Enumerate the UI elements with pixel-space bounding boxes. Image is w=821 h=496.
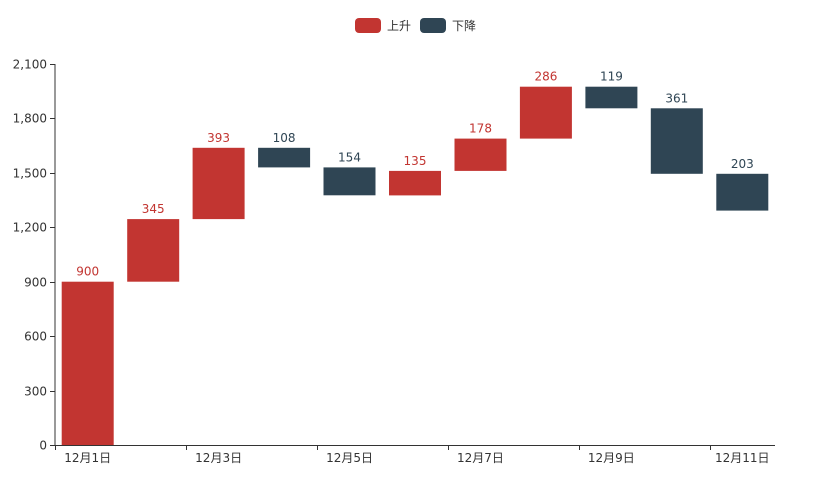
y-axis: 0 300 600 900 1,200 1,500 1,800 2,100 (13, 58, 56, 453)
y-tick-label: 1,800 (13, 112, 47, 126)
data-label: 203 (731, 157, 754, 171)
bar-down[interactable] (650, 108, 703, 174)
y-tick-label: 1,500 (13, 167, 47, 181)
y-tick-label: 2,100 (13, 58, 47, 72)
y-tick-label: 1,200 (13, 221, 47, 235)
bar-up[interactable] (127, 219, 180, 282)
legend-swatch-down (420, 18, 446, 33)
bar-up[interactable] (192, 147, 245, 220)
legend-item-down[interactable]: 下降 (420, 18, 476, 33)
data-labels: 900 345 393 108 154 135 178 286 119 361 203 (76, 70, 754, 279)
legend[interactable]: 上升 下降 (355, 18, 476, 33)
data-label: 345 (142, 202, 165, 216)
y-tick-label: 900 (24, 276, 47, 290)
bar-down[interactable] (258, 147, 311, 168)
legend-item-up[interactable]: 上升 (355, 18, 411, 33)
bar-down[interactable] (716, 173, 769, 211)
bar-up[interactable] (61, 281, 114, 445)
data-label: 393 (207, 131, 230, 145)
data-label: 108 (273, 131, 296, 145)
y-tick-label: 300 (24, 385, 47, 399)
x-tick-label: 12月1日 (64, 451, 111, 465)
x-tick-label: 12月5日 (326, 451, 373, 465)
data-label: 178 (469, 122, 492, 136)
legend-swatch-up (355, 18, 381, 33)
legend-label-down: 下降 (452, 19, 476, 33)
data-label: 361 (665, 91, 688, 105)
data-label: 900 (76, 265, 99, 279)
bar-up[interactable] (519, 86, 572, 139)
bar-up[interactable] (454, 138, 507, 171)
data-label: 286 (534, 70, 557, 84)
y-tick-label: 600 (24, 330, 47, 344)
legend-label-up: 上升 (387, 19, 411, 33)
data-label: 135 (404, 154, 427, 168)
x-tick-label: 12月3日 (195, 451, 242, 465)
bar-up[interactable] (389, 170, 441, 196)
data-label: 154 (338, 150, 361, 164)
bar-down[interactable] (323, 167, 376, 196)
x-tick-label: 12月11日 (715, 451, 770, 465)
y-tick-label: 0 (39, 439, 47, 453)
data-label: 119 (600, 70, 623, 84)
bars (61, 86, 769, 445)
bar-down[interactable] (585, 86, 638, 109)
x-tick-label: 12月9日 (588, 451, 635, 465)
x-tick-label: 12月7日 (457, 451, 504, 465)
x-axis: 12月1日 12月3日 12月5日 12月7日 12月9日 12月11日 (55, 445, 775, 465)
